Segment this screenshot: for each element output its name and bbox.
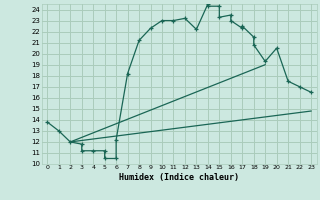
X-axis label: Humidex (Indice chaleur): Humidex (Indice chaleur) xyxy=(119,173,239,182)
